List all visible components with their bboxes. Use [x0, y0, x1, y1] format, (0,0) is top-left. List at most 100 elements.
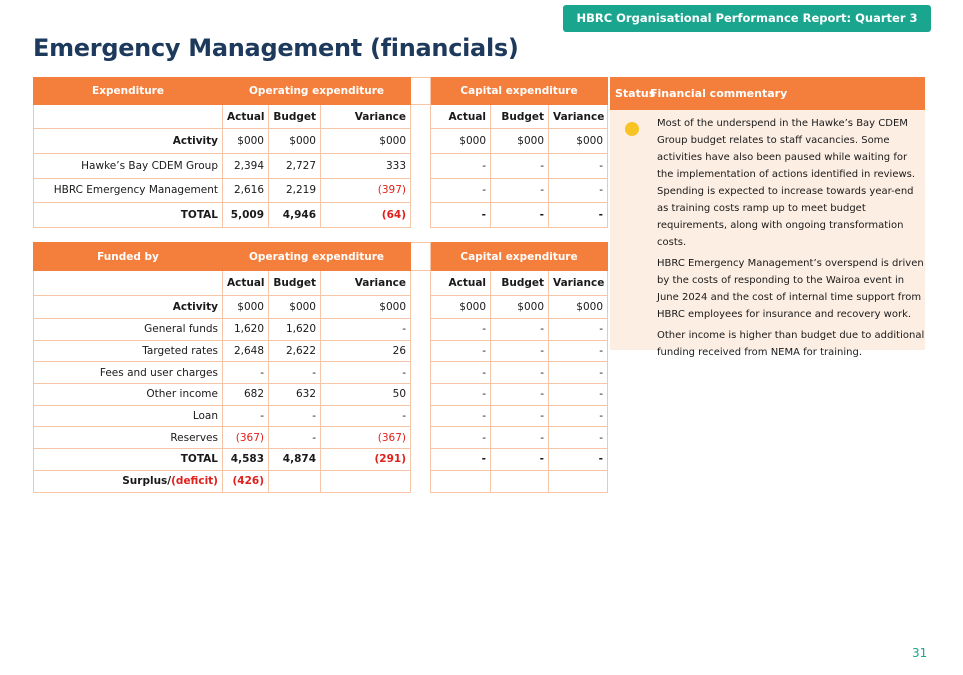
value-cell: -: [490, 339, 550, 363]
gap-cell: [410, 202, 432, 227]
gap-cell: [410, 426, 432, 449]
row-label: Reserves: [33, 426, 223, 450]
column-header: Budget: [490, 104, 550, 129]
gap-cell: [410, 448, 432, 471]
unit-cell: $000: [268, 128, 321, 154]
row-label: Loan: [33, 404, 223, 428]
table-row: Surplus/(deficit) (426): [33, 469, 609, 493]
value-cell: -: [430, 339, 492, 363]
column-header: Variance: [548, 104, 609, 129]
gap-cell: [410, 470, 432, 492]
gap-cell: [410, 295, 432, 319]
value-cell: 5,009: [222, 202, 269, 228]
value-cell: 4,946: [268, 202, 321, 228]
unit-cell: $000: [430, 295, 492, 319]
table-row: Loan - - - - - -: [33, 404, 609, 428]
gap-cell: [410, 128, 432, 154]
value-cell: -: [268, 361, 321, 385]
column-header: Actual: [222, 270, 269, 296]
value-cell: 2,394: [222, 153, 269, 179]
unit-cell: $000: [222, 128, 269, 154]
value-cell: -: [548, 318, 609, 341]
unit-cell: $000: [490, 128, 550, 154]
value-cell: 2,727: [268, 153, 321, 179]
gap-cell: [410, 318, 432, 341]
value-cell: -: [548, 383, 609, 406]
row-label: TOTAL: [33, 448, 223, 471]
value-cell: -: [490, 177, 550, 203]
unit-cell: $000: [222, 295, 269, 319]
value-cell: -: [430, 404, 492, 428]
value-cell: -: [548, 202, 609, 228]
row-label: General funds: [33, 318, 223, 341]
value-cell: 1,620: [222, 318, 269, 341]
commentary-paragraph: Other income is higher than budget due t…: [657, 330, 925, 358]
value-cell: -: [490, 153, 550, 179]
empty-cell: [430, 469, 492, 493]
unit-cell: $000: [319, 295, 412, 319]
value-cell: -: [548, 153, 609, 179]
value-cell: 50: [319, 383, 412, 406]
value-cell: -: [430, 202, 492, 228]
value-cell: 333: [319, 153, 412, 179]
row-label: HBRC Emergency Management: [33, 177, 223, 203]
status-header: Status: [615, 87, 656, 100]
column-header: Variance: [319, 104, 412, 129]
value-cell: -: [490, 448, 550, 471]
value-cell: -: [222, 404, 269, 428]
value-cell: -: [319, 361, 412, 385]
table-row: Activity $000 $000 $000 $000 $000 $000: [33, 295, 609, 319]
column-header: Budget: [268, 104, 321, 129]
value-cell: (426): [222, 469, 269, 493]
value-cell: 4,583: [222, 448, 269, 471]
value-cell: -: [268, 426, 321, 450]
table-row: Other income 682 632 50- - -: [33, 383, 609, 406]
unit-cell: $000: [490, 295, 550, 319]
surplus-label: Surplus/: [122, 475, 172, 488]
row-label: Hawke’s Bay CDEM Group: [33, 153, 223, 179]
row-label: Fees and user charges: [33, 361, 223, 385]
page-title: Emergency Management (financials): [33, 34, 519, 62]
row-label: Surplus/(deficit): [33, 469, 223, 493]
gap-cell: [410, 383, 432, 406]
funding-table: Funded by Operating expenditure Capital ex…: [33, 242, 609, 493]
value-cell: -: [268, 404, 321, 428]
table-row: Actual Budget Variance Actual Budget Variance: [33, 270, 609, 296]
value-cell: -: [430, 383, 492, 406]
value-cell: -: [430, 448, 492, 471]
row-label: Activity: [33, 128, 223, 154]
unit-cell: $000: [548, 295, 609, 319]
header-cell: Expenditure: [33, 77, 223, 105]
gap-cell: [410, 77, 432, 105]
table-row: General funds 1,620 1,620- - - -: [33, 318, 609, 341]
deficit-label: (deficit): [171, 475, 218, 488]
table-row: Expenditure Operating expenditure Capital …: [33, 77, 609, 105]
value-cell: -: [490, 383, 550, 406]
value-cell: -: [548, 177, 609, 203]
value-cell: 632: [268, 383, 321, 406]
value-cell: 682: [222, 383, 269, 406]
commentary-heading: Financial commentary: [650, 87, 788, 100]
empty-cell: [319, 469, 412, 493]
header-cell: Capital expenditure: [430, 242, 609, 271]
empty-cell: [548, 469, 609, 493]
value-cell: 26: [319, 339, 412, 363]
empty-cell: [490, 469, 550, 493]
value-cell: (397): [319, 177, 412, 203]
table-row: TOTAL 5,009 4,946 (64) - - -: [33, 202, 609, 228]
column-header: Actual: [222, 104, 269, 129]
value-cell: (64): [319, 202, 412, 228]
gap-cell: [410, 340, 432, 362]
gap-cell: [410, 361, 432, 384]
value-cell: -: [319, 404, 412, 428]
commentary-text: Most of the underspend in the Hawke’s Ba…: [657, 115, 925, 365]
commentary-paragraph: Most of the underspend in the Hawke’s Ba…: [657, 118, 916, 248]
commentary-paragraph: HBRC Emergency Management’s overspend is…: [657, 258, 924, 320]
gap-cell: [410, 153, 432, 178]
table-row: Targeted rates 2,648 2,622 26- - -: [33, 339, 609, 363]
column-header: Actual: [430, 270, 492, 296]
value-cell: -: [222, 361, 269, 385]
value-cell: 2,616: [222, 177, 269, 203]
column-header: Budget: [268, 270, 321, 296]
